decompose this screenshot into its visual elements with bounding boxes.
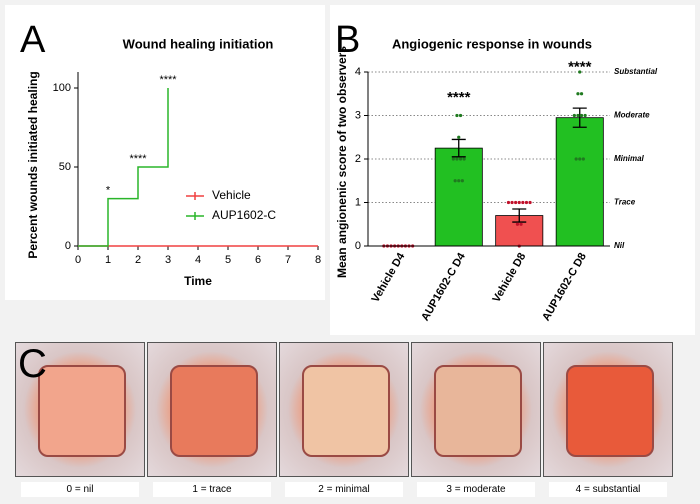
x-tick-label: 3 xyxy=(165,254,171,266)
photo-label: 4 = substantial xyxy=(549,482,667,497)
y2-tick-label: Substantial xyxy=(614,67,658,76)
x-tick-label: 4 xyxy=(195,254,201,266)
data-point xyxy=(457,135,461,139)
data-point xyxy=(462,157,466,161)
photo-label: 3 = moderate xyxy=(417,482,535,497)
data-point xyxy=(521,200,525,205)
data-point xyxy=(574,157,578,161)
wound-photo xyxy=(15,342,145,477)
panel-letter: C xyxy=(18,342,47,386)
x-tick-label: 0 xyxy=(75,254,81,266)
data-point xyxy=(510,200,514,205)
data-point xyxy=(455,113,459,118)
series-line xyxy=(78,88,169,247)
data-point xyxy=(460,179,464,183)
photo-label: 0 = nil xyxy=(21,482,139,497)
x-axis-label: Time xyxy=(184,274,212,288)
y-tick-label: 0 xyxy=(355,240,361,252)
data-point xyxy=(515,222,520,226)
x-tick-label: 8 xyxy=(315,254,321,266)
y-tick-label: 4 xyxy=(355,66,361,78)
wound xyxy=(302,365,390,457)
data-point xyxy=(528,200,532,205)
chart-title: Wound healing initiation xyxy=(123,36,274,51)
wound-photo xyxy=(147,342,277,477)
annotation: **** xyxy=(447,89,471,106)
wound xyxy=(566,365,654,457)
data-point xyxy=(576,113,580,118)
bar xyxy=(434,147,483,247)
y-tick-label: 100 xyxy=(53,82,71,94)
chart-title: Angiogenic response in wounds xyxy=(392,36,592,51)
legend-label: AUP1602-C xyxy=(212,208,276,222)
data-point xyxy=(519,222,523,226)
y-axis-label: Mean angionenic score of two observers xyxy=(335,46,349,278)
y-tick-label: 0 xyxy=(65,240,71,252)
error-bar xyxy=(512,208,527,223)
y-tick-label: 3 xyxy=(355,109,361,121)
panel-letter: A xyxy=(20,19,46,61)
charts: A B Wound healing initiation 0 1 2 3 4 5 6 7 8 0 50… xyxy=(5,5,695,335)
y-tick-label: 2 xyxy=(355,153,361,165)
annotation: * xyxy=(106,185,111,197)
x-tick-label: 2 xyxy=(135,254,141,266)
data-point xyxy=(579,113,584,118)
error-bar xyxy=(572,107,587,128)
wound-photo xyxy=(543,342,673,477)
y2-tick-label: Moderate xyxy=(614,111,650,120)
annotation: **** xyxy=(129,153,147,165)
wound xyxy=(38,365,126,457)
photo-label: 1 = trace xyxy=(153,482,271,497)
bar xyxy=(555,117,604,247)
data-point xyxy=(514,200,518,205)
data-point xyxy=(517,200,521,205)
x-tick-label: 1 xyxy=(105,254,111,266)
data-point xyxy=(506,200,511,205)
data-point xyxy=(458,157,463,161)
y-tick-label: 50 xyxy=(59,161,71,173)
photo-label: 2 = minimal xyxy=(285,482,403,497)
wound-photo xyxy=(411,342,541,477)
data-point xyxy=(572,113,576,118)
annotation: **** xyxy=(568,59,592,76)
panel-a-bg xyxy=(5,5,325,300)
data-point xyxy=(581,157,585,161)
data-point xyxy=(583,113,587,118)
x-tick-label: 6 xyxy=(255,254,261,266)
y2-tick-label: Trace xyxy=(614,198,636,207)
data-point xyxy=(578,70,582,74)
y-axis-label: Percent wounds initiated healing xyxy=(26,71,40,258)
wound xyxy=(434,365,522,457)
data-point xyxy=(576,92,580,96)
legend-label: Vehicle xyxy=(212,188,251,202)
annotation: **** xyxy=(159,74,177,86)
data-point xyxy=(579,92,584,96)
y2-tick-label: Nil xyxy=(614,241,625,250)
panel-b-bg xyxy=(330,5,695,335)
data-point xyxy=(455,157,459,161)
x-tick-label: 5 xyxy=(225,254,231,266)
y2-tick-label: Minimal xyxy=(614,154,645,163)
data-point xyxy=(458,113,463,118)
wound xyxy=(170,365,258,457)
y-tick-label: 1 xyxy=(355,196,361,208)
data-point xyxy=(453,179,457,183)
error-bar xyxy=(451,138,466,158)
panel-letter: B xyxy=(335,19,360,61)
data-point xyxy=(457,179,461,183)
data-point xyxy=(451,157,455,161)
x-tick-label: 7 xyxy=(285,254,291,266)
data-point xyxy=(524,200,529,205)
data-point xyxy=(578,157,582,161)
wound-photo xyxy=(279,342,409,477)
